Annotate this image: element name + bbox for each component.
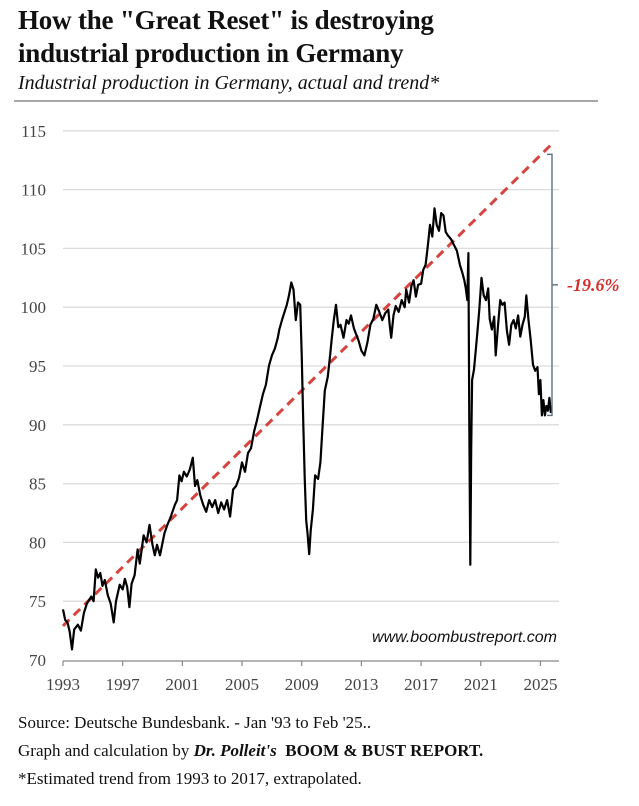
y-tick-label-70: 70 xyxy=(29,651,46,670)
x-tick-label-2013: 2013 xyxy=(344,675,378,694)
annotation-bracket: -19.6% xyxy=(547,153,620,417)
chart-subtitle: Industrial production in Germany, actual… xyxy=(18,72,440,94)
x-tick-label-2025: 2025 xyxy=(523,675,557,694)
y-tick-label-75: 75 xyxy=(29,592,46,611)
bracket-line xyxy=(547,153,553,417)
y-tick-label-100: 100 xyxy=(21,298,47,317)
title-divider xyxy=(14,100,598,102)
series-layer xyxy=(61,143,552,651)
x-axis-tick-labels: 1993 1997 2001 2005 2009 2013 2017 2021 2025 xyxy=(46,675,557,694)
watermark: www.boombustreport.com xyxy=(372,629,557,646)
y-tick-label-105: 105 xyxy=(21,239,47,258)
credit-prefix: Graph and calculation by xyxy=(18,741,194,760)
x-tick-label-1997: 1997 xyxy=(106,675,141,694)
trend-footnote: *Estimated trend from 1993 to 2017, extr… xyxy=(18,769,362,788)
y-tick-label-110: 110 xyxy=(21,181,46,200)
y-tick-label-90: 90 xyxy=(29,416,46,435)
y-tick-label-95: 95 xyxy=(29,357,46,376)
gridlines xyxy=(63,130,559,602)
y-axis-tick-labels: 70 75 80 85 90 95 100 105 110 115 xyxy=(21,122,47,670)
x-tick-label-2001: 2001 xyxy=(165,675,199,694)
credit-author: Dr. Polleit's xyxy=(193,741,277,760)
title-line-1: How the "Great Reset" is destroying xyxy=(18,5,434,35)
title-line-2: industrial production in Germany xyxy=(18,38,404,68)
y-tick-label-80: 80 xyxy=(29,533,46,552)
x-tick-label-2009: 2009 xyxy=(285,675,319,694)
x-axis xyxy=(62,660,559,666)
trend-line xyxy=(61,143,552,627)
decline-percentage-label: -19.6% xyxy=(567,275,620,295)
chart-title: How the "Great Reset" is destroying indu… xyxy=(18,4,434,70)
x-tick-label-2017: 2017 xyxy=(404,675,439,694)
x-tick-label-2021: 2021 xyxy=(464,675,498,694)
x-tick-label-2005: 2005 xyxy=(225,675,259,694)
x-tick-label-1993: 1993 xyxy=(46,675,80,694)
credit-line: Graph and calculation by Dr. Polleit's B… xyxy=(18,741,483,761)
actual-production-line xyxy=(61,207,552,651)
credit-report: BOOM & BUST REPORT. xyxy=(285,741,484,760)
source-note: Source: Deutsche Bundesbank. - Jan '93 t… xyxy=(18,713,372,732)
y-tick-label-115: 115 xyxy=(21,122,46,141)
y-tick-label-85: 85 xyxy=(29,475,46,494)
